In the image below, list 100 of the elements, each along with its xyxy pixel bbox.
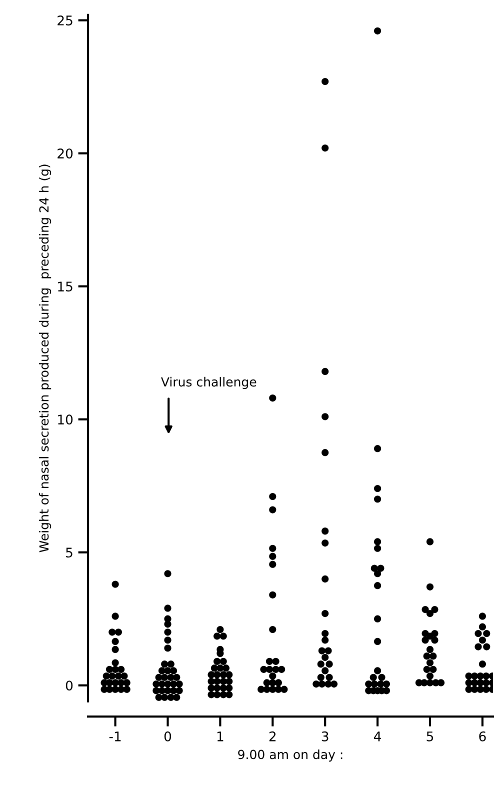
point	[226, 684, 233, 692]
point	[280, 686, 288, 693]
point	[483, 630, 490, 638]
point	[374, 570, 382, 578]
point	[317, 674, 324, 681]
point	[374, 538, 382, 546]
point	[161, 674, 168, 681]
point	[426, 583, 434, 590]
point	[161, 694, 168, 701]
point	[173, 694, 180, 701]
point	[322, 413, 329, 420]
y-tick-label: 0	[66, 680, 73, 691]
point	[437, 679, 445, 686]
point	[430, 652, 437, 660]
point	[108, 672, 116, 680]
point	[482, 686, 490, 693]
point	[158, 687, 166, 694]
point	[324, 647, 332, 654]
point	[164, 604, 172, 612]
point	[170, 680, 178, 688]
point	[431, 606, 438, 614]
y-axis-title: Weight of nasal secretion produced during preceding 24 h (g)	[39, 164, 52, 552]
point	[108, 628, 116, 636]
point	[426, 632, 434, 640]
point	[269, 394, 276, 402]
point	[118, 686, 125, 693]
point	[266, 658, 274, 665]
point	[478, 660, 486, 668]
x-tick-label: 1	[217, 732, 224, 742]
point	[176, 687, 183, 694]
point	[112, 612, 119, 620]
point	[482, 672, 490, 680]
point	[164, 628, 172, 636]
point	[114, 672, 122, 680]
point	[269, 492, 276, 500]
point	[269, 560, 276, 568]
point	[422, 606, 429, 614]
point	[374, 615, 382, 622]
point	[474, 643, 482, 650]
point	[423, 666, 430, 673]
point	[478, 636, 486, 644]
point	[269, 506, 276, 514]
point	[106, 686, 114, 693]
point	[123, 679, 130, 686]
point	[106, 679, 114, 686]
point	[170, 687, 178, 694]
point	[112, 580, 119, 588]
point	[322, 78, 329, 86]
point	[370, 674, 377, 681]
point	[274, 679, 282, 686]
point	[482, 679, 490, 686]
point	[258, 686, 265, 693]
point	[374, 638, 382, 646]
point	[474, 630, 482, 638]
point	[269, 552, 276, 560]
point	[112, 659, 119, 666]
x-axis-title: 9.00 am on day :	[238, 750, 342, 762]
point	[164, 620, 172, 628]
point	[106, 666, 114, 673]
point	[216, 626, 224, 634]
point	[322, 528, 329, 535]
point	[112, 646, 119, 653]
point	[114, 628, 122, 636]
point	[382, 680, 390, 688]
y-tick-label: 15	[58, 282, 72, 292]
point	[173, 674, 180, 681]
point	[422, 636, 429, 644]
point	[374, 484, 382, 492]
point	[322, 630, 329, 638]
point	[266, 666, 274, 673]
point	[322, 654, 329, 661]
point	[112, 638, 119, 646]
point	[318, 647, 326, 654]
point	[423, 652, 430, 660]
point	[176, 680, 183, 688]
y-tick-label: 25	[58, 16, 72, 26]
point	[214, 671, 221, 678]
point	[214, 691, 221, 698]
point	[322, 575, 329, 582]
point	[374, 496, 382, 503]
point	[164, 644, 172, 652]
point	[222, 664, 230, 672]
point	[318, 680, 326, 688]
point	[269, 672, 276, 680]
point	[326, 674, 333, 681]
point	[278, 666, 286, 673]
x-tick-label: 0	[164, 731, 172, 742]
point	[374, 582, 382, 590]
point	[118, 666, 125, 673]
annotation: Virus challenge	[161, 376, 256, 390]
point	[426, 672, 434, 680]
y-tick-label: 20	[58, 148, 73, 159]
point	[161, 660, 168, 668]
point	[164, 570, 172, 578]
point	[478, 623, 486, 630]
point	[374, 667, 382, 674]
point	[120, 672, 128, 680]
point	[272, 658, 280, 665]
point	[430, 666, 437, 673]
point	[167, 660, 174, 668]
